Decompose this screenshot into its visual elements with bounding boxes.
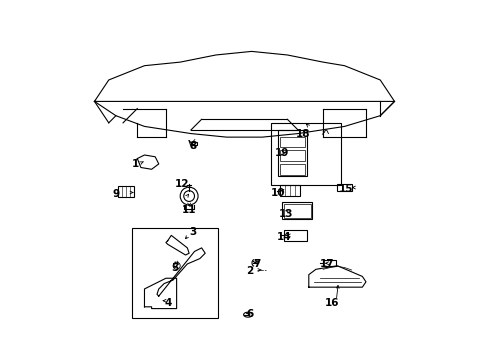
Text: 15: 15 (338, 184, 353, 194)
Bar (278, 130, 306, 176)
Text: 1: 1 (132, 159, 139, 169)
Text: 8: 8 (189, 141, 196, 151)
Bar (118, 186, 134, 197)
Text: 18: 18 (296, 129, 310, 139)
Text: 17: 17 (319, 259, 333, 269)
Text: 19: 19 (274, 148, 288, 158)
Text: 3: 3 (189, 227, 196, 237)
Text: 13: 13 (278, 209, 292, 219)
Bar (280, 185, 299, 196)
Bar (280, 164, 304, 175)
Bar (283, 204, 310, 217)
Bar (190, 142, 197, 145)
Bar (337, 184, 351, 191)
Text: 6: 6 (246, 309, 253, 319)
Bar (271, 123, 340, 185)
Text: 12: 12 (174, 179, 189, 189)
Text: 4: 4 (163, 298, 171, 308)
Text: 2: 2 (246, 266, 253, 276)
Bar (282, 202, 312, 219)
Text: 16: 16 (324, 298, 339, 308)
Bar (280, 137, 304, 148)
Text: 5: 5 (171, 262, 178, 273)
Text: 7: 7 (253, 259, 260, 269)
Text: 10: 10 (271, 188, 285, 198)
Text: 9: 9 (112, 189, 119, 199)
Bar (323, 260, 335, 266)
Bar (283, 230, 306, 241)
Text: 11: 11 (182, 205, 196, 215)
Bar (132, 228, 217, 318)
Bar (280, 150, 304, 161)
Text: 14: 14 (276, 232, 290, 242)
